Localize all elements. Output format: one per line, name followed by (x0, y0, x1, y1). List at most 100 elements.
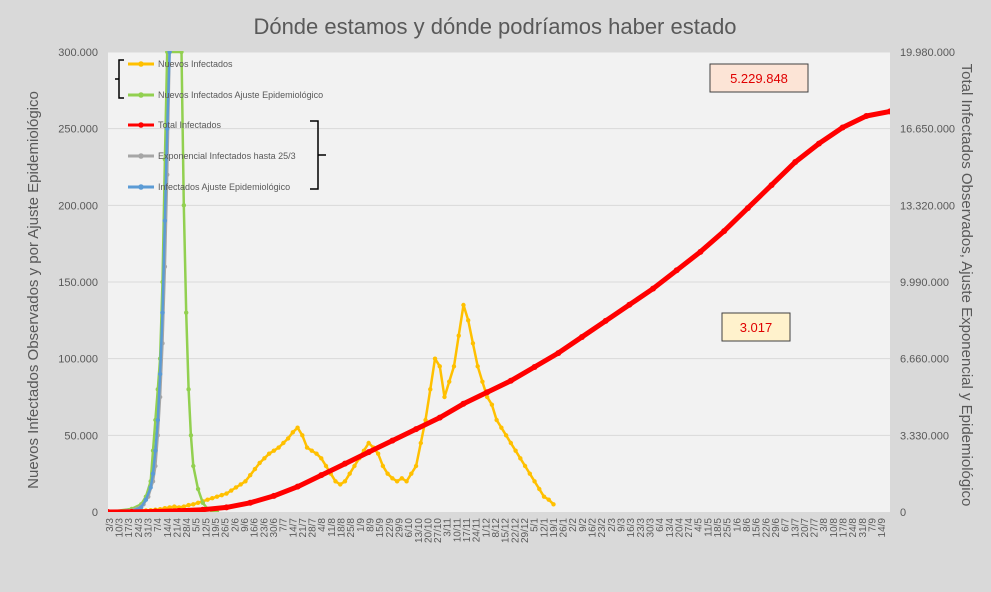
legend-label: Exponencial Infectados hasta 25/3 (158, 151, 296, 161)
data-point (271, 448, 277, 453)
x-tick-label: 30/6 (269, 518, 280, 538)
data-point (341, 460, 348, 467)
data-point (413, 426, 420, 433)
x-tick-label: 16/6 (250, 518, 261, 538)
x-tick-label: 3/11 (443, 518, 454, 537)
data-point (138, 505, 144, 510)
data-point (366, 440, 371, 446)
data-point (352, 463, 357, 469)
data-point (507, 377, 514, 384)
data-point (390, 476, 395, 481)
y-right-tick-label: 13.320.000 (900, 200, 955, 212)
x-tick-label: 16/3 (626, 518, 637, 538)
x-tick-label: 29/6 (771, 518, 782, 538)
legend-marker (138, 61, 144, 67)
data-point (437, 364, 442, 369)
x-tick-label: 2/6 (230, 518, 241, 532)
x-tick-label: 17/11 (462, 518, 473, 543)
data-point (527, 471, 533, 476)
data-point (489, 402, 495, 407)
data-point (484, 389, 491, 396)
data-point (172, 504, 177, 509)
data-point (233, 485, 239, 490)
data-point (518, 456, 523, 461)
data-point (181, 203, 187, 208)
data-point (167, 505, 172, 510)
data-point (188, 433, 194, 438)
data-point (399, 476, 405, 481)
legend: Nuevos Infectados Nuevos Infectados Ajust… (115, 59, 326, 192)
x-tick-label: 22/6 (761, 518, 772, 538)
data-point (578, 334, 585, 341)
x-tick-label: 25/8 (346, 518, 357, 538)
x-tick-label: 6/10 (404, 518, 415, 538)
data-point (150, 471, 156, 476)
x-tick-label: 18/8 (337, 518, 348, 538)
data-point (409, 471, 414, 476)
x-tick-label: 26/1 (559, 518, 570, 538)
legend-marker (138, 184, 144, 190)
x-tick-label: 10/8 (829, 518, 840, 538)
x-tick-label: 14/7 (288, 518, 299, 538)
y-left-tick-label: 150.000 (58, 277, 98, 289)
x-tick-label: 17/8 (839, 518, 850, 538)
x-tick-label: 20/10 (423, 518, 434, 543)
x-tick-label: 21/4 (172, 518, 183, 538)
data-point (456, 333, 461, 338)
data-point (266, 451, 272, 456)
data-point (167, 51, 172, 55)
x-tick-label: 20/7 (800, 518, 811, 538)
x-tick-label: 7/4 (153, 518, 164, 532)
legend-label: Nuevos Infectados Ajuste Epidemiológico (158, 90, 323, 100)
data-point (673, 267, 680, 274)
total-callout-text: 5.229.848 (730, 71, 788, 86)
data-point (768, 182, 775, 189)
data-point (499, 425, 504, 430)
data-point (294, 483, 301, 490)
legend-brace-top (115, 59, 124, 99)
data-point (176, 507, 183, 512)
data-point (480, 379, 485, 384)
data-point (418, 440, 423, 446)
series-line-total-infectados (108, 108, 890, 512)
legend-marker (138, 92, 144, 98)
data-point (186, 387, 191, 392)
x-tick-label: 19/5 (211, 518, 222, 538)
x-tick-label: 22/12 (510, 518, 521, 543)
data-point (165, 126, 170, 131)
x-tick-label: 5/5 (192, 518, 203, 532)
data-point (503, 433, 509, 438)
data-point (179, 51, 184, 55)
x-tick-label: 10/11 (452, 518, 463, 543)
data-point (223, 504, 230, 511)
y-axis-left-title: Nuevos Infectados Observados y por Ajust… (25, 91, 42, 489)
x-tick-label: 11/8 (327, 518, 338, 537)
data-point (602, 317, 609, 324)
data-point (191, 463, 196, 469)
series-layer (108, 51, 890, 512)
x-tick-label: 3/3 (105, 518, 116, 532)
x-tick-label: 1/9 (356, 518, 367, 532)
x-tick-label: 3/8 (819, 518, 830, 532)
data-point (304, 445, 310, 450)
data-point (626, 301, 633, 308)
y-right-tick-label: 3.330.000 (900, 430, 949, 442)
x-tick-label: 27/7 (810, 518, 821, 538)
x-tick-label: 18/5 (713, 518, 724, 538)
x-tick-label: 15/9 (375, 518, 386, 538)
x-tick-label: 24/8 (848, 518, 859, 538)
data-point (285, 436, 291, 441)
data-point (744, 205, 751, 212)
x-tick-label: 9/6 (240, 518, 251, 532)
x-tick-label: 4/8 (317, 518, 328, 532)
x-tick-label: 14/9 (877, 518, 888, 538)
series-nuevos-infectados (108, 302, 556, 512)
data-point (314, 451, 319, 456)
data-point (460, 400, 467, 407)
data-point (365, 449, 372, 456)
data-point (347, 471, 352, 476)
y-axis-right-title: Total Infectados Observados, Ajuste Expo… (958, 64, 975, 507)
data-point (224, 491, 229, 496)
data-point (513, 448, 518, 453)
